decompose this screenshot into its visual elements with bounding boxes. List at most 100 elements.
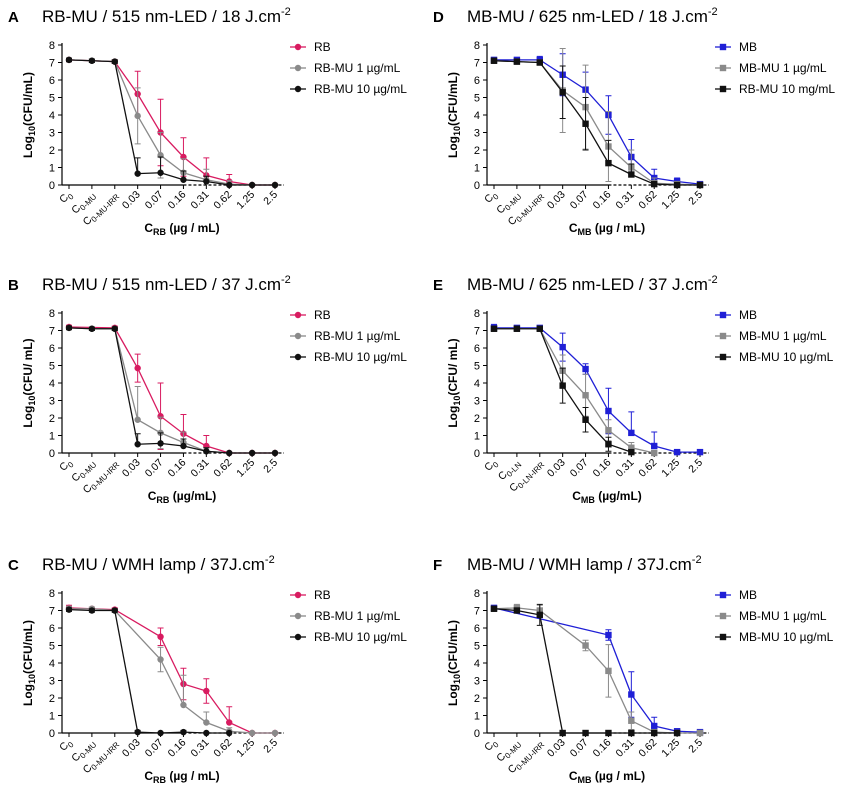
data-point <box>134 441 141 448</box>
series-0 <box>65 323 279 457</box>
y-axis-title: Log10(CFU/ mL) <box>446 338 462 427</box>
panel-letter: A <box>8 9 19 26</box>
y-tick-label: 3 <box>49 396 55 408</box>
legend-label: RB <box>314 40 331 54</box>
x-axis-title: CRB (µg / mL) <box>144 769 219 785</box>
x-tick-label: 0.31 <box>614 189 637 212</box>
x-tick-value: 2.5 <box>686 189 705 208</box>
series-2 <box>490 603 681 737</box>
y-tick-label: 3 <box>49 676 55 688</box>
y-tick-label: 4 <box>49 658 55 670</box>
data-point <box>513 58 521 65</box>
data-point <box>605 441 612 448</box>
y-tick-label: 1 <box>49 431 55 443</box>
legend-label: MB-MU 10 µg/mL <box>739 630 834 644</box>
chart-title-sup: -2 <box>692 554 702 566</box>
data-point <box>628 717 635 724</box>
series-line <box>68 59 275 186</box>
data-point <box>628 444 635 451</box>
data-point <box>88 607 96 614</box>
y-tick-label: 4 <box>49 110 55 122</box>
y-tick-label: 0 <box>474 180 480 192</box>
panel-letter: F <box>433 557 442 574</box>
series-0 <box>65 56 279 189</box>
data-point <box>271 729 279 737</box>
x-tick-label: 1.25 <box>659 457 682 480</box>
data-point <box>157 729 164 737</box>
y-tick-label: 2 <box>474 145 480 157</box>
y-axis-title: Log10(CFU/mL) <box>446 620 462 706</box>
y-tick-label: 3 <box>474 128 480 140</box>
x-tick-value: 0.03 <box>120 737 143 760</box>
x-tick-label: 2.5 <box>261 737 280 756</box>
data-point <box>248 181 256 189</box>
data-point <box>203 687 210 695</box>
x-tick-label: 1.25 <box>234 737 257 760</box>
x-tick-control-sub: 0 <box>66 740 76 750</box>
chart-title: MB-MU / 625 nm-LED / 37 J.cm-2 <box>467 274 718 294</box>
x-axis-title-main: C <box>569 221 578 235</box>
x-tick-label: 0.07 <box>568 457 591 480</box>
y-tick-label: 7 <box>49 606 55 618</box>
series-2 <box>490 325 635 456</box>
x-tick-control-sub: 0 <box>491 192 501 202</box>
series-line <box>68 327 275 454</box>
x-tick-control-sub: 0-LN <box>505 460 524 479</box>
legend-marker <box>294 353 302 361</box>
y-tick-label: 8 <box>49 308 55 320</box>
x-tick-value: 0.16 <box>591 457 614 480</box>
x-tick-value: 2.5 <box>261 737 280 756</box>
x-tick-value: 1.25 <box>234 189 257 212</box>
data-point <box>696 181 704 189</box>
legend-marker <box>719 43 727 51</box>
panel-c: C RB-MU / WMH lamp / 37J.cm-2 0 1 2 3 4 5 6 7 8 Log… <box>8 554 407 785</box>
y-tick-label: 2 <box>474 413 480 425</box>
legend-marker <box>294 633 302 641</box>
y-tick-label: 8 <box>49 40 55 52</box>
y-axis-title-tail: (CFU/ mL) <box>446 338 460 395</box>
series-line <box>69 608 275 734</box>
data-point <box>651 722 658 730</box>
series-line <box>493 607 700 734</box>
x-tick-value: 2.5 <box>261 457 280 476</box>
x-tick-value: 0.03 <box>120 457 143 480</box>
x-tick-label: 2.5 <box>261 189 280 208</box>
x-axis-title-tail: (µg/mL) <box>595 489 642 503</box>
y-tick-label: 1 <box>474 711 480 723</box>
y-axis-title-tail: (CFU/mL) <box>446 72 460 126</box>
x-tick-label: 0.03 <box>120 189 143 212</box>
x-axis-title-tail: (µg / mL) <box>592 221 646 235</box>
data-point <box>157 656 164 663</box>
x-tick-value: 0.16 <box>166 457 189 480</box>
x-tick-value: 0.16 <box>591 737 614 760</box>
legend-marker <box>294 332 302 340</box>
x-tick-control-sub: 0-MU <box>78 740 98 760</box>
data-point <box>203 178 210 185</box>
legend-label: RB-MU 1 µg/mL <box>314 609 401 623</box>
data-point <box>582 729 589 737</box>
y-tick-label: 4 <box>474 378 480 390</box>
data-point <box>628 729 635 737</box>
y-tick-label: 1 <box>49 163 55 175</box>
y-tick-label: 3 <box>474 396 480 408</box>
x-tick-label: 0.03 <box>545 189 568 212</box>
x-tick-control-sub: 0-MU <box>78 192 98 212</box>
x-axis-title-sub: RB <box>156 495 169 505</box>
x-tick-label: 0.16 <box>591 189 614 212</box>
data-point <box>134 728 141 736</box>
chart-title-text: RB-MU / WMH lamp / 37J.cm <box>42 555 265 574</box>
y-axis-title: Log10(CFU/mL) <box>21 620 37 706</box>
y-axis-title-sub: 10 <box>452 396 462 406</box>
data-point <box>605 631 612 639</box>
series-line <box>493 60 700 186</box>
y-axis-title-tail: (CFU/ mL) <box>21 338 35 395</box>
x-axis-title: CMB (µg/mL) <box>572 489 642 505</box>
x-tick-label: 0.03 <box>545 737 568 760</box>
x-tick-value: 0.16 <box>166 737 189 760</box>
x-tick-value: 0.16 <box>166 189 189 212</box>
y-axis-title: Log10(CFU/mL) <box>21 72 37 158</box>
data-point <box>134 170 141 177</box>
data-point <box>605 159 612 167</box>
x-tick-value: 0.62 <box>211 189 234 212</box>
data-point <box>157 633 164 640</box>
